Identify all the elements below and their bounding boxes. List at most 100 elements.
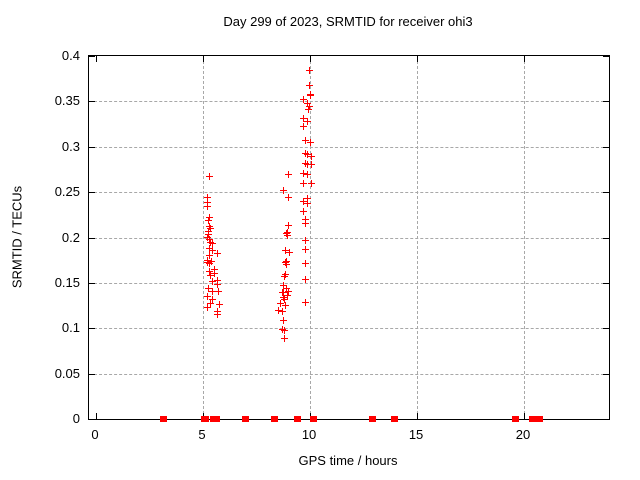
data-point xyxy=(215,301,223,309)
data-point xyxy=(203,292,211,300)
y-tick-mark xyxy=(89,328,95,330)
data-point xyxy=(281,246,289,254)
data-point xyxy=(206,300,214,308)
data-point xyxy=(213,311,221,319)
data-point xyxy=(307,92,315,100)
data-point xyxy=(280,295,288,303)
data-point xyxy=(281,271,289,279)
y-tick-mark xyxy=(603,373,609,375)
data-point xyxy=(302,236,310,244)
data-point xyxy=(203,256,211,264)
data-point xyxy=(283,261,290,269)
data-point xyxy=(213,250,221,258)
y-tick-label: 0.4 xyxy=(61,48,80,63)
data-point xyxy=(283,292,291,300)
x-tick-label: 5 xyxy=(198,427,206,442)
data-point xyxy=(302,149,310,157)
y-tick-mark xyxy=(603,56,609,57)
plot-area xyxy=(88,55,610,422)
data-point xyxy=(206,272,214,280)
x-tick-label: 20 xyxy=(515,427,531,442)
y-gridline xyxy=(89,146,609,148)
x-tick-label: 15 xyxy=(408,427,424,442)
data-point xyxy=(205,267,213,275)
data-point xyxy=(302,136,310,144)
y-tick-label: 0.35 xyxy=(54,93,80,109)
y-tick-mark xyxy=(603,282,609,284)
data-point xyxy=(284,171,292,179)
data-point xyxy=(207,257,215,265)
data-point xyxy=(213,281,221,289)
data-point xyxy=(284,222,292,230)
data-point xyxy=(303,171,311,179)
y-tick-mark xyxy=(89,56,95,57)
data-point xyxy=(283,228,291,236)
data-point xyxy=(203,198,211,206)
data-point xyxy=(204,216,212,224)
data-point xyxy=(283,232,291,240)
x-tick-mark xyxy=(417,413,419,419)
data-point xyxy=(281,273,289,281)
data-point xyxy=(206,224,214,232)
data-point xyxy=(208,278,216,286)
y-tick-mark xyxy=(89,373,95,375)
zero-marker xyxy=(391,416,399,422)
y-tick-mark xyxy=(603,328,609,330)
data-point xyxy=(278,308,286,316)
data-point xyxy=(204,258,212,266)
zero-marker xyxy=(202,416,210,422)
data-point xyxy=(210,265,218,273)
data-point xyxy=(208,246,216,254)
x-tick-label: 0 xyxy=(91,427,99,442)
y-gridline xyxy=(89,328,609,330)
data-point xyxy=(308,161,316,169)
y-tick-mark xyxy=(89,192,95,194)
data-point xyxy=(280,326,288,334)
data-point xyxy=(299,207,307,215)
y-tick-mark xyxy=(89,101,95,103)
x-tick-mark xyxy=(96,56,98,62)
data-point xyxy=(299,123,307,131)
x-tick-mark xyxy=(524,56,526,62)
data-point xyxy=(279,282,287,290)
data-point xyxy=(205,173,213,181)
y-tick-mark xyxy=(89,419,95,420)
data-point xyxy=(302,275,310,283)
data-point xyxy=(283,230,290,238)
y-tick-mark xyxy=(603,419,609,420)
data-point xyxy=(303,117,311,125)
zero-marker xyxy=(535,416,543,422)
data-point xyxy=(208,295,216,303)
data-point xyxy=(203,203,211,211)
y-tick-label: 0.3 xyxy=(61,138,80,154)
data-point xyxy=(308,153,316,161)
data-point xyxy=(306,90,314,98)
data-point xyxy=(205,214,213,222)
data-point xyxy=(305,67,313,75)
zero-marker xyxy=(242,416,250,422)
y-tick-mark xyxy=(603,146,609,148)
data-point xyxy=(280,334,288,342)
data-point xyxy=(306,138,314,146)
data-point xyxy=(280,186,288,194)
data-point xyxy=(284,287,292,295)
data-point xyxy=(205,223,213,231)
data-point xyxy=(299,179,307,187)
data-point xyxy=(301,245,309,253)
data-point xyxy=(205,231,213,239)
zero-marker xyxy=(293,416,301,422)
data-point xyxy=(204,284,212,292)
x-tick-mark xyxy=(96,413,98,419)
data-point xyxy=(308,179,316,187)
data-point xyxy=(302,159,310,167)
data-point xyxy=(282,259,290,267)
y-tick-label: 0.25 xyxy=(54,184,80,200)
x-tick-mark xyxy=(417,56,419,62)
data-point xyxy=(305,106,313,114)
data-point xyxy=(278,289,286,297)
data-point xyxy=(299,115,307,123)
y-tick-mark xyxy=(89,282,95,284)
data-point xyxy=(302,215,310,223)
data-point xyxy=(299,169,307,177)
